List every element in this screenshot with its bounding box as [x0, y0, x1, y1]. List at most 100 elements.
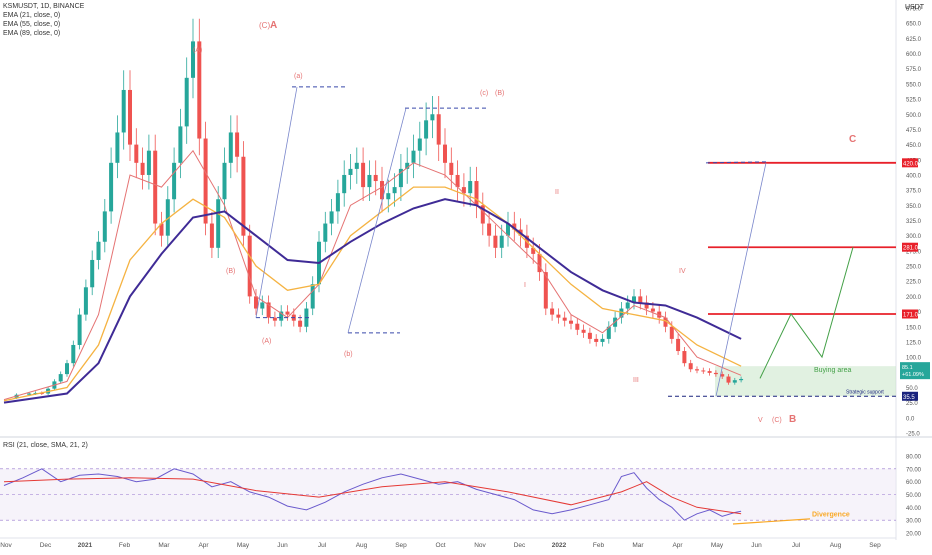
time-tick-label: Feb [593, 542, 605, 549]
candle-body [203, 138, 208, 224]
wave-label: (A) [262, 338, 271, 345]
time-tick-label: Jun [751, 542, 762, 549]
candle-body [411, 150, 416, 163]
range-diagonal [347, 108, 407, 333]
candle-body [241, 156, 246, 236]
tag-support: 35.5 [903, 395, 915, 401]
candle-body [594, 338, 599, 342]
candle-body [436, 114, 441, 145]
candle-body [298, 320, 303, 327]
wave-label: IV [679, 268, 686, 275]
price-tick-label: 150.0 [906, 325, 922, 331]
candle-body [707, 371, 712, 373]
ema89-legend[interactable]: EMA (89, close, 0) [3, 30, 61, 37]
price-tick-label: 600.0 [906, 52, 922, 58]
candle-body [348, 168, 353, 175]
time-tick-label: Sep [869, 542, 881, 549]
tag-current-bg [900, 362, 930, 380]
price-tick-label: 650.0 [906, 22, 922, 28]
wave-label: V [758, 417, 763, 424]
rsi-tick-label: 50.00 [906, 493, 922, 499]
price-tick-label: 375.0 [906, 189, 922, 195]
divergence-label: Divergence [812, 511, 850, 518]
wave-label: C [849, 134, 856, 145]
candle-body [405, 162, 410, 169]
price-tick-label: 100.0 [906, 356, 922, 362]
time-tick-label: Nov [0, 542, 12, 549]
candle-body [682, 351, 687, 364]
candle-body [575, 323, 580, 330]
time-tick-label: Dec [514, 542, 526, 549]
wave-label: (B) [495, 90, 504, 97]
candle-body [531, 247, 536, 254]
wave-label: (b) [344, 351, 353, 358]
tag-171-bg [902, 309, 918, 319]
time-tick-label: 2021 [78, 542, 93, 549]
time-tick-label: Dec [40, 542, 52, 549]
currency-label: USDT [905, 4, 925, 11]
candle-body [71, 344, 76, 364]
candle-body [172, 162, 177, 200]
candle-body [159, 223, 164, 236]
tag-420: 420.0 [903, 161, 919, 167]
ema21-line [3, 149, 742, 401]
candle-body [260, 302, 265, 309]
price-tick-label: 550.0 [906, 82, 922, 88]
price-tick-label: 500.0 [906, 113, 922, 119]
candle-body [235, 132, 240, 157]
candle-body [726, 376, 731, 383]
candle-body [461, 187, 466, 194]
tag-281-bg [902, 242, 918, 252]
candle-body [562, 317, 567, 321]
time-tick-label: May [237, 542, 250, 549]
candle-body [417, 138, 422, 151]
projection-path [759, 247, 854, 379]
candle-body [354, 162, 359, 169]
ema55-legend[interactable]: EMA (55, close, 0) [3, 21, 61, 28]
symbol-legend[interactable]: KSMUSDT, 1D, BINANCE [3, 3, 85, 10]
rsi-tick-label: 30.00 [906, 519, 922, 525]
candle-body [487, 223, 492, 236]
candle-body [335, 193, 340, 212]
time-tick-label: Nov [474, 542, 486, 549]
wave-label: (A) [193, 47, 202, 54]
candle-body [638, 296, 643, 303]
candle-body [632, 296, 636, 303]
tag-171: 171.0 [903, 313, 919, 319]
candle-body [474, 181, 479, 206]
candle-body [720, 374, 725, 377]
candle-body [65, 363, 69, 375]
candle-body [537, 253, 542, 273]
price-tick-label: 0.0 [906, 416, 915, 422]
tag-current-change: +61.09% [902, 372, 924, 378]
buying-area-label: Buying area [814, 367, 851, 374]
candle-body [543, 272, 548, 309]
candle-body [228, 132, 233, 163]
candle-body [380, 181, 384, 200]
price-tick-label: 300.0 [906, 234, 922, 240]
rsi-tick-label: 60.00 [906, 480, 922, 486]
candle-body [676, 338, 681, 352]
candle-body [134, 144, 139, 163]
divergence-line [732, 518, 811, 525]
candle-body [254, 296, 258, 309]
wave-label: (c) [480, 90, 488, 97]
time-tick-label: Mar [158, 542, 170, 549]
rsi-legend[interactable]: RSI (21, close, SMA, 21, 2) [3, 442, 88, 449]
time-tick-label: Feb [119, 542, 131, 549]
candle-body [361, 162, 366, 188]
time-tick-label: Aug [356, 542, 368, 549]
price-tick-label: 275.0 [906, 249, 922, 255]
candle-body [430, 114, 435, 121]
candle-body [701, 370, 706, 372]
candle-body [449, 162, 454, 175]
candle-body [27, 393, 32, 395]
candle-body [688, 363, 693, 370]
candle-body [329, 211, 334, 224]
wave-label: (C) [259, 21, 270, 30]
ema21-legend[interactable]: EMA (21, close, 0) [3, 12, 61, 19]
time-tick-label: Aug [830, 542, 842, 549]
candle-body [58, 374, 63, 382]
price-tick-label: 50.0 [906, 386, 918, 392]
